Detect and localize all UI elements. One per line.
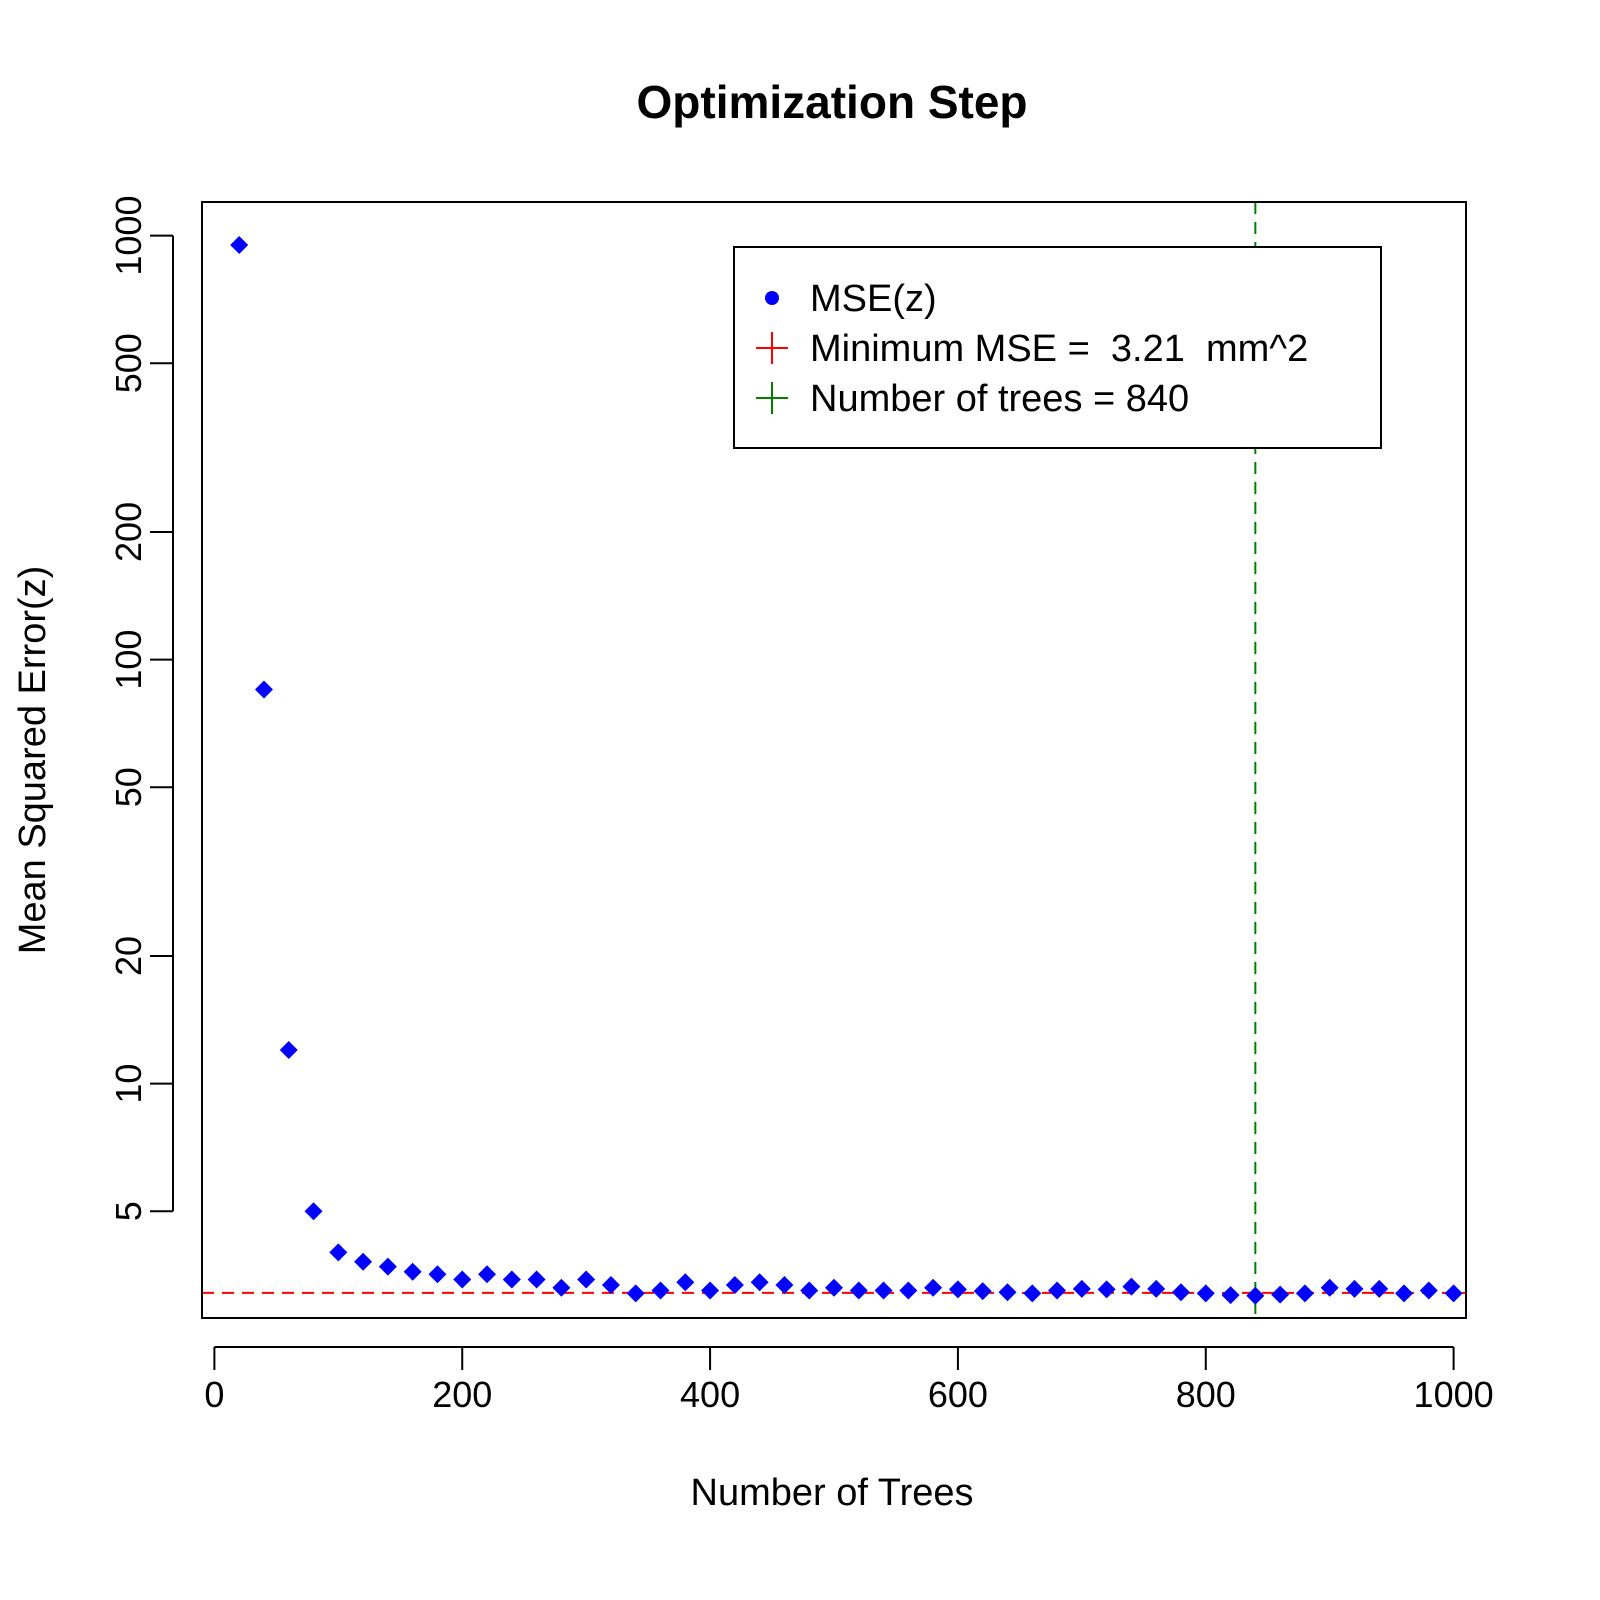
data-point	[329, 1243, 348, 1262]
data-point	[849, 1281, 868, 1300]
data-point	[973, 1282, 992, 1301]
data-point	[651, 1281, 670, 1300]
data-point	[676, 1273, 695, 1292]
data-point	[899, 1281, 918, 1300]
x-tick-label: 1000	[1414, 1374, 1494, 1415]
data-point	[1196, 1284, 1215, 1303]
data-point	[378, 1257, 397, 1276]
data-point	[1345, 1279, 1364, 1298]
x-tick-label: 800	[1176, 1374, 1236, 1415]
data-point	[1221, 1286, 1240, 1305]
data-point	[825, 1278, 843, 1297]
data-point	[254, 680, 273, 699]
x-tick-label: 0	[204, 1374, 224, 1415]
data-point	[601, 1275, 620, 1294]
y-axis-label: Mean Squared Error(z)	[12, 566, 54, 955]
data-point	[998, 1283, 1017, 1302]
x-tick-label: 600	[928, 1374, 988, 1415]
data-point	[1370, 1279, 1389, 1298]
data-point	[1320, 1278, 1339, 1297]
x-tick-label: 400	[680, 1374, 740, 1415]
data-point	[1171, 1283, 1190, 1302]
data-point	[230, 236, 249, 255]
y-tick-label: 500	[108, 333, 149, 393]
x-axis-label: Number of Trees	[691, 1472, 974, 1514]
data-point	[948, 1280, 967, 1299]
data-points	[230, 236, 1463, 1305]
data-point	[1295, 1284, 1314, 1303]
data-point	[552, 1278, 571, 1297]
data-point	[502, 1270, 521, 1289]
y-tick-label: 20	[108, 936, 149, 976]
x-axis: 0 200 400 600 800 1000	[204, 1346, 1494, 1415]
y-tick-label: 10	[108, 1064, 149, 1104]
legend: MSE(z) Minimum MSE = 3.21 mm^2 Number of t…	[733, 246, 1382, 449]
data-point	[775, 1275, 794, 1294]
data-point	[626, 1284, 645, 1303]
data-point	[279, 1041, 298, 1060]
y-tick-label: 200	[108, 502, 149, 562]
data-point	[304, 1202, 323, 1221]
legend-label: Number of trees = 840	[810, 378, 1189, 420]
data-point	[1147, 1279, 1166, 1298]
data-point	[1444, 1284, 1463, 1303]
data-point	[527, 1270, 546, 1289]
data-point	[403, 1262, 422, 1281]
data-point	[1023, 1284, 1042, 1303]
legend-label: MSE(z)	[810, 278, 937, 320]
data-point	[1246, 1286, 1265, 1305]
y-tick-label: 5	[108, 1201, 149, 1221]
y-tick-label: 100	[108, 630, 149, 690]
data-point	[924, 1278, 943, 1297]
data-point	[1395, 1284, 1414, 1303]
plot-frame	[201, 201, 1467, 1319]
data-point	[750, 1273, 769, 1292]
data-point	[1097, 1280, 1116, 1299]
x-tick-label: 200	[432, 1374, 492, 1415]
y-tick-label: 1000	[108, 196, 149, 276]
data-point	[725, 1275, 744, 1294]
data-point	[428, 1265, 447, 1284]
y-tick-label: 50	[108, 767, 149, 807]
data-point	[874, 1281, 893, 1300]
data-point	[1072, 1279, 1091, 1298]
legend-plus-icon	[756, 332, 788, 364]
data-point	[577, 1270, 596, 1289]
data-point	[354, 1252, 373, 1271]
data-point	[1122, 1277, 1141, 1296]
legend-dot-icon	[765, 291, 779, 305]
data-point	[1271, 1285, 1290, 1304]
chart-title: Optimization Step	[637, 76, 1028, 128]
data-point	[1419, 1281, 1438, 1300]
legend-label: Minimum MSE = 3.21 mm^2	[810, 328, 1308, 370]
data-point	[1048, 1281, 1067, 1300]
legend-plus-icon	[756, 382, 788, 414]
data-point	[701, 1281, 720, 1300]
data-point	[453, 1270, 472, 1289]
y-axis: 5 10 20 50 100 200 500 1000	[108, 196, 174, 1221]
data-point	[800, 1281, 819, 1300]
legend-box	[733, 246, 1382, 449]
data-point	[478, 1265, 497, 1284]
